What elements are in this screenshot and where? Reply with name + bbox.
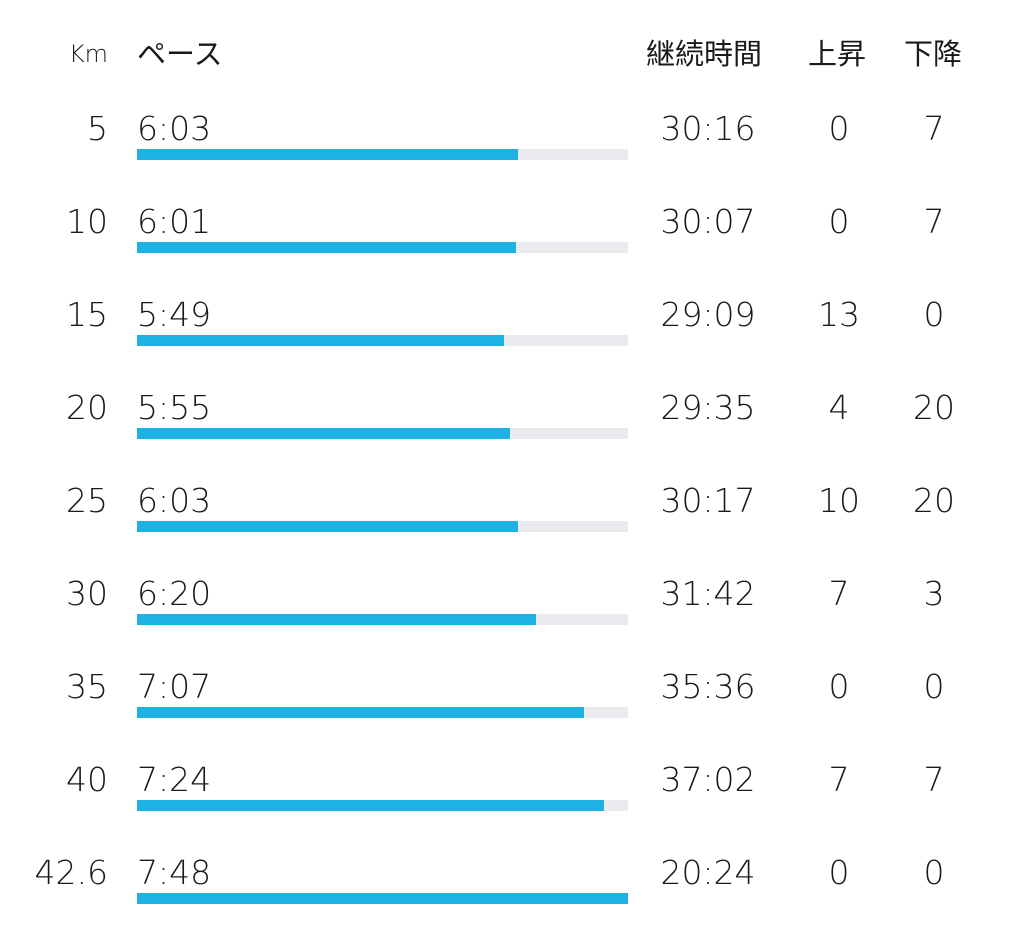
split-descent: 0	[923, 667, 945, 706]
split-row: 42.6 7:48 20:24 0 0	[0, 839, 1024, 932]
split-descent: 3	[923, 574, 945, 613]
pace-bar-fill	[137, 614, 536, 625]
header-pace: ペース	[137, 37, 223, 71]
header-km: Km	[68, 40, 108, 68]
split-pace: 6:03	[137, 481, 212, 520]
split-km: 30	[66, 574, 108, 613]
split-descent: 20	[913, 388, 955, 427]
table-header: Km ペース 継続時間 上昇 下降	[0, 30, 1024, 78]
split-ascent: 0	[828, 853, 850, 892]
split-duration: 30:17	[660, 481, 756, 520]
split-pace: 7:24	[137, 760, 212, 799]
pace-bar-track	[137, 893, 628, 904]
split-duration: 35:36	[660, 667, 756, 706]
split-duration: 30:07	[660, 202, 756, 241]
split-duration: 30:16	[660, 109, 756, 148]
split-rows: 5 6:03 30:16 0 7 10 6:01 30:07 0 7 15 5:49 29:09 13 0 2…	[0, 95, 1024, 932]
split-row: 25 6:03 30:17 10 20	[0, 467, 1024, 560]
split-row: 40 7:24 37:02 7 7	[0, 746, 1024, 839]
split-row: 30 6:20 31:42 7 3	[0, 560, 1024, 653]
pace-bar-track	[137, 335, 628, 346]
split-row: 5 6:03 30:16 0 7	[0, 95, 1024, 188]
pace-bar-fill	[137, 242, 517, 253]
split-ascent: 4	[828, 388, 850, 427]
split-row: 20 5:55 29:35 4 20	[0, 374, 1024, 467]
pace-bar-track	[137, 800, 628, 811]
header-ascent: 上昇	[808, 37, 867, 71]
pace-bar-track	[137, 707, 628, 718]
pace-bar-track	[137, 242, 628, 253]
pace-bar-fill	[137, 893, 628, 904]
split-km: 15	[66, 295, 108, 334]
split-row: 15 5:49 29:09 13 0	[0, 281, 1024, 374]
pace-bar-fill	[137, 800, 604, 811]
split-descent: 20	[913, 481, 955, 520]
split-pace: 5:55	[137, 388, 212, 427]
split-pace: 7:48	[137, 853, 212, 892]
split-row: 10 6:01 30:07 0 7	[0, 188, 1024, 281]
split-km: 10	[66, 202, 108, 241]
split-ascent: 0	[828, 202, 850, 241]
split-ascent: 0	[828, 667, 850, 706]
split-km: 20	[66, 388, 108, 427]
split-ascent: 0	[828, 109, 850, 148]
pace-bar-track	[137, 149, 628, 160]
split-descent: 7	[923, 202, 945, 241]
split-row: 35 7:07 35:36 0 0	[0, 653, 1024, 746]
split-duration: 31:42	[660, 574, 756, 613]
split-pace: 6:01	[137, 202, 212, 241]
split-descent: 7	[923, 109, 945, 148]
split-ascent: 13	[818, 295, 860, 334]
split-km: 40	[66, 760, 108, 799]
split-pace: 5:49	[137, 295, 212, 334]
split-km: 5	[87, 109, 108, 148]
pace-bar-track	[137, 428, 628, 439]
split-duration: 20:24	[660, 853, 756, 892]
pace-bar-fill	[137, 149, 519, 160]
pace-bar-fill	[137, 428, 511, 439]
split-duration: 29:35	[660, 388, 756, 427]
split-km: 35	[66, 667, 108, 706]
split-ascent: 7	[828, 760, 850, 799]
split-pace: 6:03	[137, 109, 212, 148]
split-descent: 7	[923, 760, 945, 799]
header-duration: 継続時間	[646, 37, 763, 71]
split-duration: 29:09	[660, 295, 756, 334]
pace-bar-track	[137, 614, 628, 625]
split-km: 42.6	[34, 853, 108, 892]
split-duration: 37:02	[660, 760, 756, 799]
pace-bar-fill	[137, 521, 519, 532]
split-km: 25	[66, 481, 108, 520]
split-descent: 0	[923, 853, 945, 892]
split-ascent: 10	[818, 481, 860, 520]
split-pace: 7:07	[137, 667, 212, 706]
pace-bar-fill	[137, 707, 585, 718]
split-pace: 6:20	[137, 574, 212, 613]
pace-bar-track	[137, 521, 628, 532]
split-descent: 0	[923, 295, 945, 334]
pace-bar-fill	[137, 335, 504, 346]
header-descent: 下降	[904, 37, 963, 71]
split-ascent: 7	[828, 574, 850, 613]
